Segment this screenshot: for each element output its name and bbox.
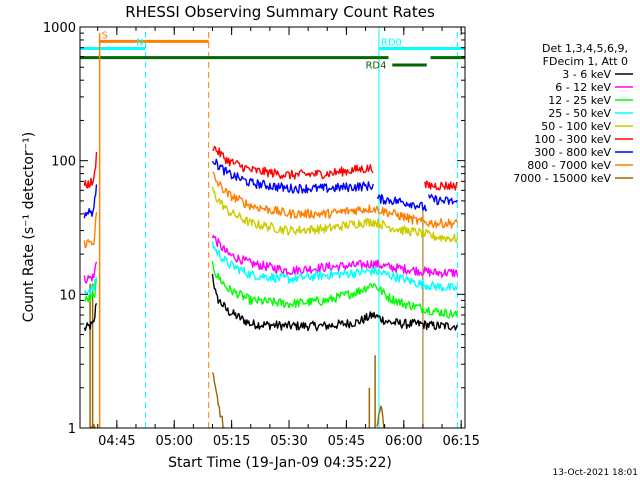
y-tick-label-0: 1	[68, 422, 76, 437]
series-line-6-0	[83, 184, 98, 219]
chart-title: RHESSI Observing Summary Count Rates	[125, 3, 435, 21]
flag-label-1: N	[136, 38, 143, 49]
legend-label-3: 25 - 50 keV	[548, 107, 611, 120]
series-line-1-1	[211, 234, 458, 278]
series-line-6-2	[377, 194, 428, 212]
x-axis-label: Start Time (19-Jan-09 04:35:22)	[168, 455, 392, 471]
series-line-5-1	[212, 146, 374, 180]
x-tick-label-1: 05:00	[156, 434, 193, 449]
flag-label-0: S	[102, 30, 108, 41]
series-line-2-1	[211, 261, 458, 319]
y-tick-label-3: 1000	[43, 21, 76, 36]
footer-timestamp: 13-Oct-2021 18:01	[553, 468, 638, 478]
series-line-8-2	[376, 405, 386, 429]
legend-header-1: FDecim 1, Att 0	[543, 55, 628, 68]
x-tick-label-0: 04:45	[98, 434, 135, 449]
series-line-5-2	[424, 180, 458, 191]
series-line-1-0	[83, 261, 98, 284]
flag-bars: S N RD0 RD4	[80, 30, 465, 72]
series-line-8-1	[211, 372, 225, 429]
series-line-0-1	[211, 274, 458, 332]
series-line-3-0	[83, 276, 98, 295]
legend: Det 1,3,4,5,6,9,FDecim 1, Att 03 - 6 keV…	[513, 42, 633, 185]
series-lines	[83, 33, 458, 429]
series-line-2-0	[83, 278, 98, 303]
legend-label-7: 800 - 7000 keV	[527, 159, 611, 172]
legend-label-0: 3 - 6 keV	[562, 68, 611, 81]
x-tick-label-6: 06:15	[442, 434, 479, 449]
series-line-3-1	[211, 241, 458, 292]
series-line-6-3	[428, 193, 458, 206]
series-line-6-1	[211, 158, 374, 194]
series-line-5-0	[83, 152, 98, 189]
x-tick-label-4: 05:45	[328, 434, 365, 449]
series-line-7-1	[212, 171, 458, 229]
series-line-7-0	[83, 211, 98, 249]
legend-header-0: Det 1,3,4,5,6,9,	[542, 42, 628, 55]
series-line-4-0	[211, 186, 458, 243]
axes: 1 10 100 1000 04:45 05:00 05:15 05:30 05:45 06:00…	[43, 21, 480, 449]
flag-label-2: RD0	[381, 38, 402, 49]
y-tick-label-2: 100	[51, 155, 76, 170]
x-tick-label-2: 05:15	[213, 434, 250, 449]
y-axis-label: Count Rate (s⁻¹ detector⁻¹)	[21, 132, 37, 322]
legend-label-8: 7000 - 15000 keV	[513, 172, 611, 185]
x-tick-label-3: 05:30	[270, 434, 307, 449]
flag-label-3: RD4	[365, 61, 386, 72]
plot-frame	[79, 26, 466, 429]
legend-label-6: 300 - 800 keV	[534, 146, 611, 159]
legend-label-1: 6 - 12 keV	[555, 81, 611, 94]
legend-label-5: 100 - 300 keV	[534, 133, 611, 146]
legend-label-2: 12 - 25 keV	[548, 94, 611, 107]
series-line-0-0	[83, 303, 98, 332]
legend-label-4: 50 - 100 keV	[541, 120, 611, 133]
x-tick-label-5: 06:00	[385, 434, 422, 449]
y-tick-label-1: 10	[59, 288, 76, 303]
